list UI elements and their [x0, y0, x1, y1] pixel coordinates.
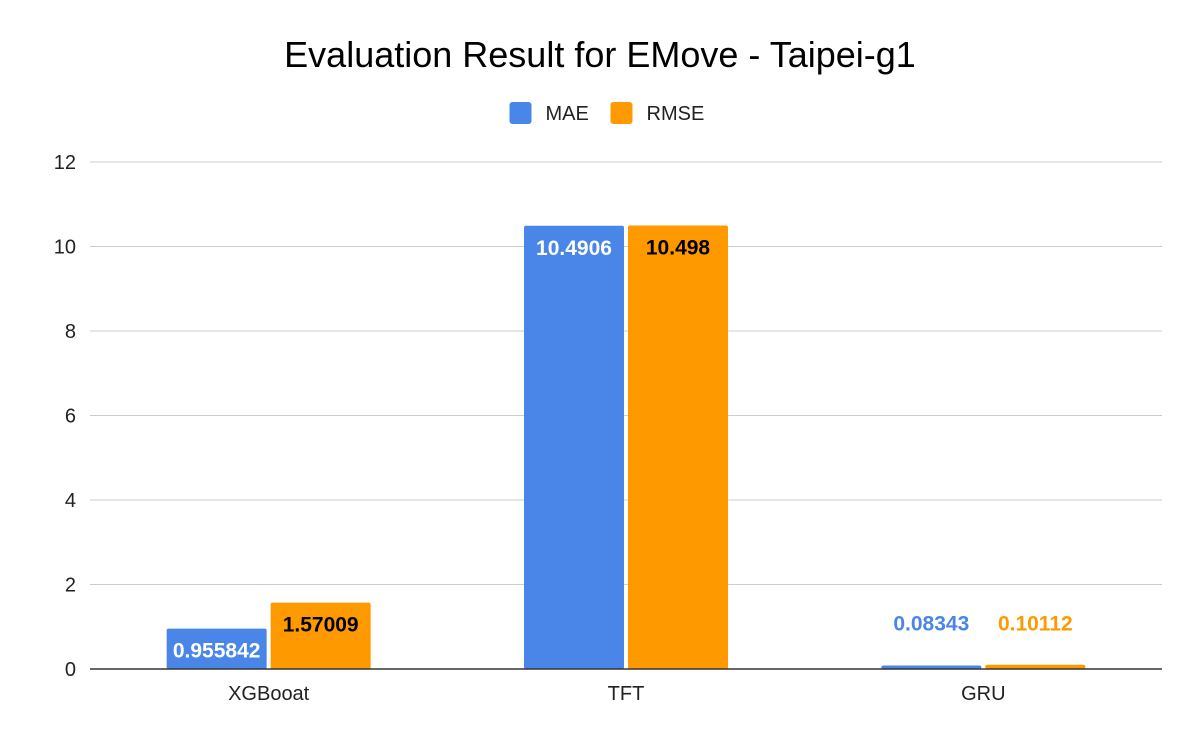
value-label-mae-gru: 0.08343 [893, 613, 969, 636]
value-label-rmse-xgbooat: 1.57009 [283, 614, 359, 637]
bar-mae-gru [881, 665, 982, 669]
y-tick-label: 0 [65, 659, 76, 681]
legend-label-rmse: RMSE [647, 103, 705, 125]
bar-mae-xgbooat [166, 628, 267, 669]
y-tick-label: 6 [65, 406, 76, 428]
bars [166, 225, 1086, 669]
value-label-rmse-gru: 0.10112 [998, 613, 1073, 636]
chart-title: Evaluation Result for EMove - Taipei-g1 [284, 34, 916, 75]
bar-rmse-gru [985, 664, 1086, 669]
bar-rmse-xgbooat [270, 602, 371, 669]
value-label-rmse-tft: 10.498 [646, 236, 711, 259]
y-tick-label: 2 [65, 575, 76, 597]
value-label-mae-tft: 10.4906 [536, 237, 612, 260]
legend-swatch-mae [509, 102, 532, 124]
x-axis: XGBooat TFT GRU [90, 668, 1162, 705]
y-tick-label: 10 [54, 237, 76, 259]
value-label-mae-xgbooat: 0.955842 [173, 640, 261, 663]
x-tick-label: XGBooat [228, 683, 310, 705]
bar-mae-tft [524, 225, 624, 669]
y-tick-label: 4 [65, 490, 76, 512]
value-labels: 0.955842 1.57009 10.4906 10.498 0.08343 0.101… [173, 236, 1073, 662]
legend-label-mae: MAE [546, 103, 589, 125]
legend: MAE RMSE [509, 102, 705, 125]
gridlines [90, 161, 1162, 585]
y-tick-label: 12 [54, 152, 76, 174]
y-axis: 0 2 4 6 8 10 12 [54, 152, 76, 681]
y-tick-label: 8 [65, 321, 76, 343]
legend-swatch-rmse [610, 102, 633, 124]
x-tick-label: GRU [961, 683, 1005, 705]
bar-rmse-tft [628, 225, 728, 669]
x-tick-label: TFT [608, 683, 645, 705]
